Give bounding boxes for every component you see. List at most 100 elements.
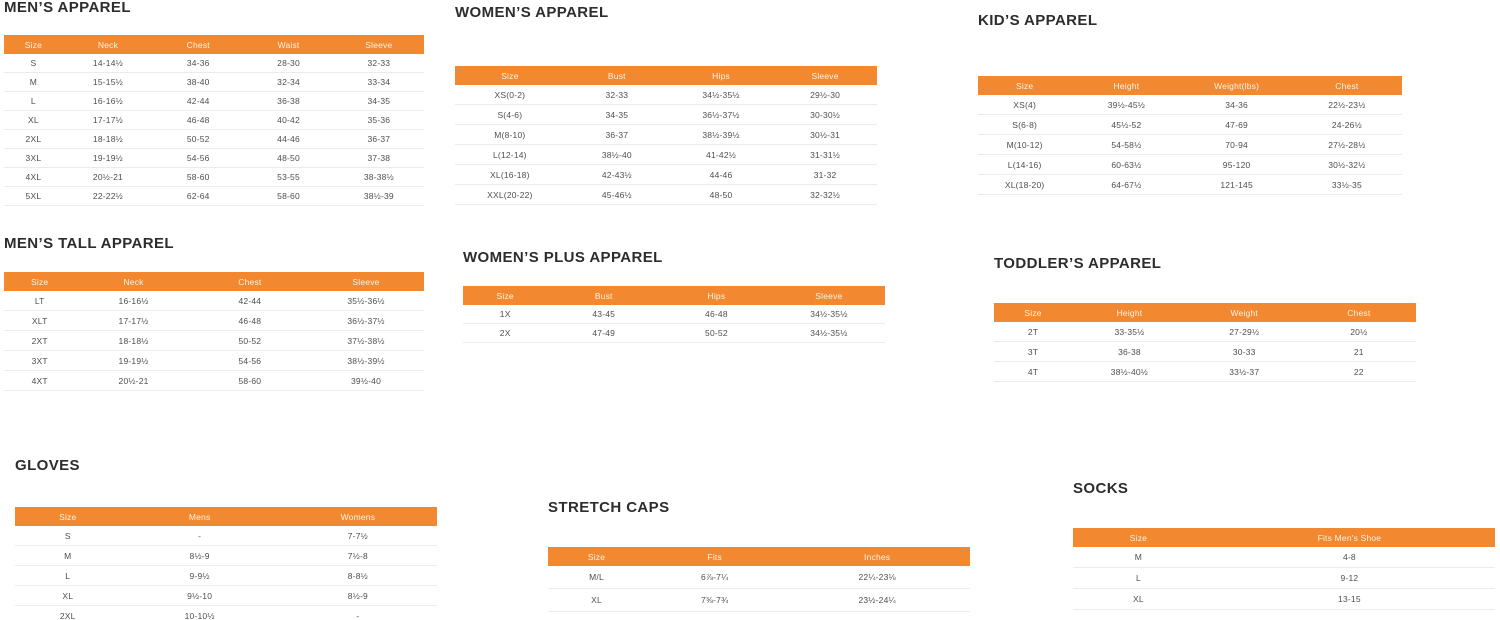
column-header: Size (463, 286, 548, 305)
cell: 45-46½ (564, 184, 669, 205)
cell: 34-36 (153, 54, 244, 73)
cell: 30-30½ (773, 104, 877, 125)
cell: 38½-39½ (308, 350, 424, 371)
table-row: XLT 17-17½ 46-48 36½-37½ (4, 310, 424, 331)
header-row: Size Bust Hips Sleeve (455, 66, 877, 85)
cell: 30½-31 (773, 124, 877, 145)
cell: 34½-35½ (668, 85, 774, 105)
cell: 20½-21 (75, 370, 192, 391)
cell: 22¼-23⅛ (784, 566, 970, 589)
toddlers-apparel-table: Size Height Weight Chest 2T 33-35½ 27-29½ 20½ 3T… (994, 303, 1416, 382)
cell: LT (4, 291, 76, 311)
cell: 21 (1301, 341, 1416, 362)
cell: 37½-38½ (308, 330, 424, 351)
cell: XLT (4, 310, 76, 331)
cell: 32-34 (243, 72, 334, 92)
cell: 8½-9 (120, 545, 279, 566)
column-header: Chest (153, 35, 244, 54)
cell: 38½-39 (333, 186, 424, 206)
table-row: XXL(20-22) 45-46½ 48-50 32-32½ (455, 184, 877, 205)
table-row: 5XL 22-22½ 62-64 58-60 38½-39 (4, 186, 424, 206)
cell: L (15, 565, 121, 586)
table-row: M(8-10) 36-37 38½-39½ 30½-31 (455, 124, 877, 145)
cell: 33½-37 (1186, 361, 1302, 382)
section-title: SOCKS (1073, 480, 1129, 497)
cell: 8-8½ (278, 565, 437, 586)
column-header: Size (548, 547, 646, 566)
cell: 58-60 (243, 186, 334, 206)
cell: 24-26½ (1291, 114, 1402, 135)
column-header: Waist (243, 35, 334, 54)
section-mens-tall-apparel: MEN’S TALL APPAREL Size Neck Chest Sleeve LT… (4, 236, 424, 391)
cell: 32-33 (564, 85, 669, 105)
cell: 34½-35½ (772, 323, 885, 343)
cell: 34-35 (333, 91, 424, 111)
cell: 42-43½ (564, 164, 669, 185)
table-row: 3T 36-38 30-33 21 (994, 341, 1416, 362)
cell: 3T (994, 341, 1073, 362)
cell: 2XL (15, 605, 121, 620)
cell: XS(4) (978, 95, 1072, 115)
cell: 41-42½ (668, 144, 774, 165)
column-header: Inches (784, 547, 970, 566)
cell: XS(0-2) (455, 85, 565, 105)
header-row: Size Fits Men's Shoe (1073, 528, 1495, 547)
cell: L(12-14) (455, 144, 565, 165)
cell: 10-10½ (120, 605, 279, 620)
cell: 3XT (4, 350, 76, 371)
cell: 31-32 (773, 164, 877, 185)
column-header: Bust (547, 286, 661, 305)
cell: 36-38 (1072, 341, 1187, 362)
cell: 22-22½ (62, 186, 154, 206)
column-header: Chest (1301, 303, 1416, 322)
section-womens-plus-apparel: WOMEN’S PLUS APPAREL Size Bust Hips Sleeve 1… (463, 250, 885, 343)
cell: 14-14½ (62, 54, 154, 73)
cell: 4-8 (1203, 547, 1495, 568)
column-header: Sleeve (308, 272, 424, 291)
cell: 42-44 (153, 91, 244, 111)
table-row: M(10-12) 54-58½ 70-94 27½-28½ (978, 134, 1402, 155)
womens-apparel-table: Size Bust Hips Sleeve XS(0-2) 32-33 34½-35½ 29½… (455, 66, 877, 205)
table-row: M 15-15½ 38-40 32-34 33-34 (4, 72, 424, 92)
table-row: 2XT 18-18½ 50-52 37½-38½ (4, 330, 424, 351)
cell: 18-18½ (75, 330, 192, 351)
cell: 38-38½ (333, 167, 424, 187)
cell: 4XT (4, 370, 76, 391)
header-row: Size Height Weight Chest (994, 303, 1416, 322)
cell: 36½-37½ (668, 104, 774, 125)
mens-tall-apparel-table: Size Neck Chest Sleeve LT 16-16½ 42-44 35½-36½ X… (4, 272, 424, 391)
column-header: Hips (660, 286, 773, 305)
table-row: L 9-9½ 8-8½ (15, 565, 437, 586)
cell: 13-15 (1203, 588, 1495, 610)
cell: 43-45 (547, 305, 661, 324)
table-row: 2XL 18-18½ 50-52 44-46 36-37 (4, 129, 424, 149)
header-row: Size Mens Womens (15, 507, 437, 526)
cell: 18-18½ (62, 129, 154, 149)
cell: 54-56 (191, 350, 309, 371)
cell: XL(16-18) (455, 164, 565, 185)
column-header: Size (978, 76, 1072, 95)
table-row: XL 7⅜-7¾ 23½-24¼ (548, 588, 970, 612)
cell: S (15, 526, 121, 546)
stretch-caps-table: Size Fits Inches M/L 6⅞-7¼ 22¼-23⅛ XL 7⅜-7¾ 23½-… (548, 547, 970, 612)
table-row: XS(4) 39½-45½ 34-36 22½-23½ (978, 95, 1402, 115)
cell: 38½-39½ (668, 124, 774, 145)
column-header: Fits Men's Shoe (1203, 528, 1495, 547)
cell: 33-35½ (1072, 322, 1187, 342)
cell: 27-29½ (1186, 322, 1302, 342)
cell: 7-7½ (278, 526, 437, 546)
cell: 16-16½ (75, 291, 192, 311)
column-header: Sleeve (333, 35, 424, 54)
cell: 9-12 (1203, 567, 1495, 589)
cell: 36½-37½ (308, 310, 424, 331)
cell: 42-44 (191, 291, 309, 311)
table-row: XL 13-15 (1073, 588, 1495, 610)
column-header: Mens (120, 507, 279, 526)
cell: 54-56 (153, 148, 244, 168)
table-row: 3XL 19-19½ 54-56 48-50 37-38 (4, 148, 424, 168)
cell: 46-48 (153, 110, 244, 130)
cell: 3XL (4, 148, 63, 168)
socks-table: Size Fits Men's Shoe M 4-8 L 9-12 XL 13-15 (1073, 528, 1495, 610)
cell: 34½-35½ (772, 305, 885, 324)
